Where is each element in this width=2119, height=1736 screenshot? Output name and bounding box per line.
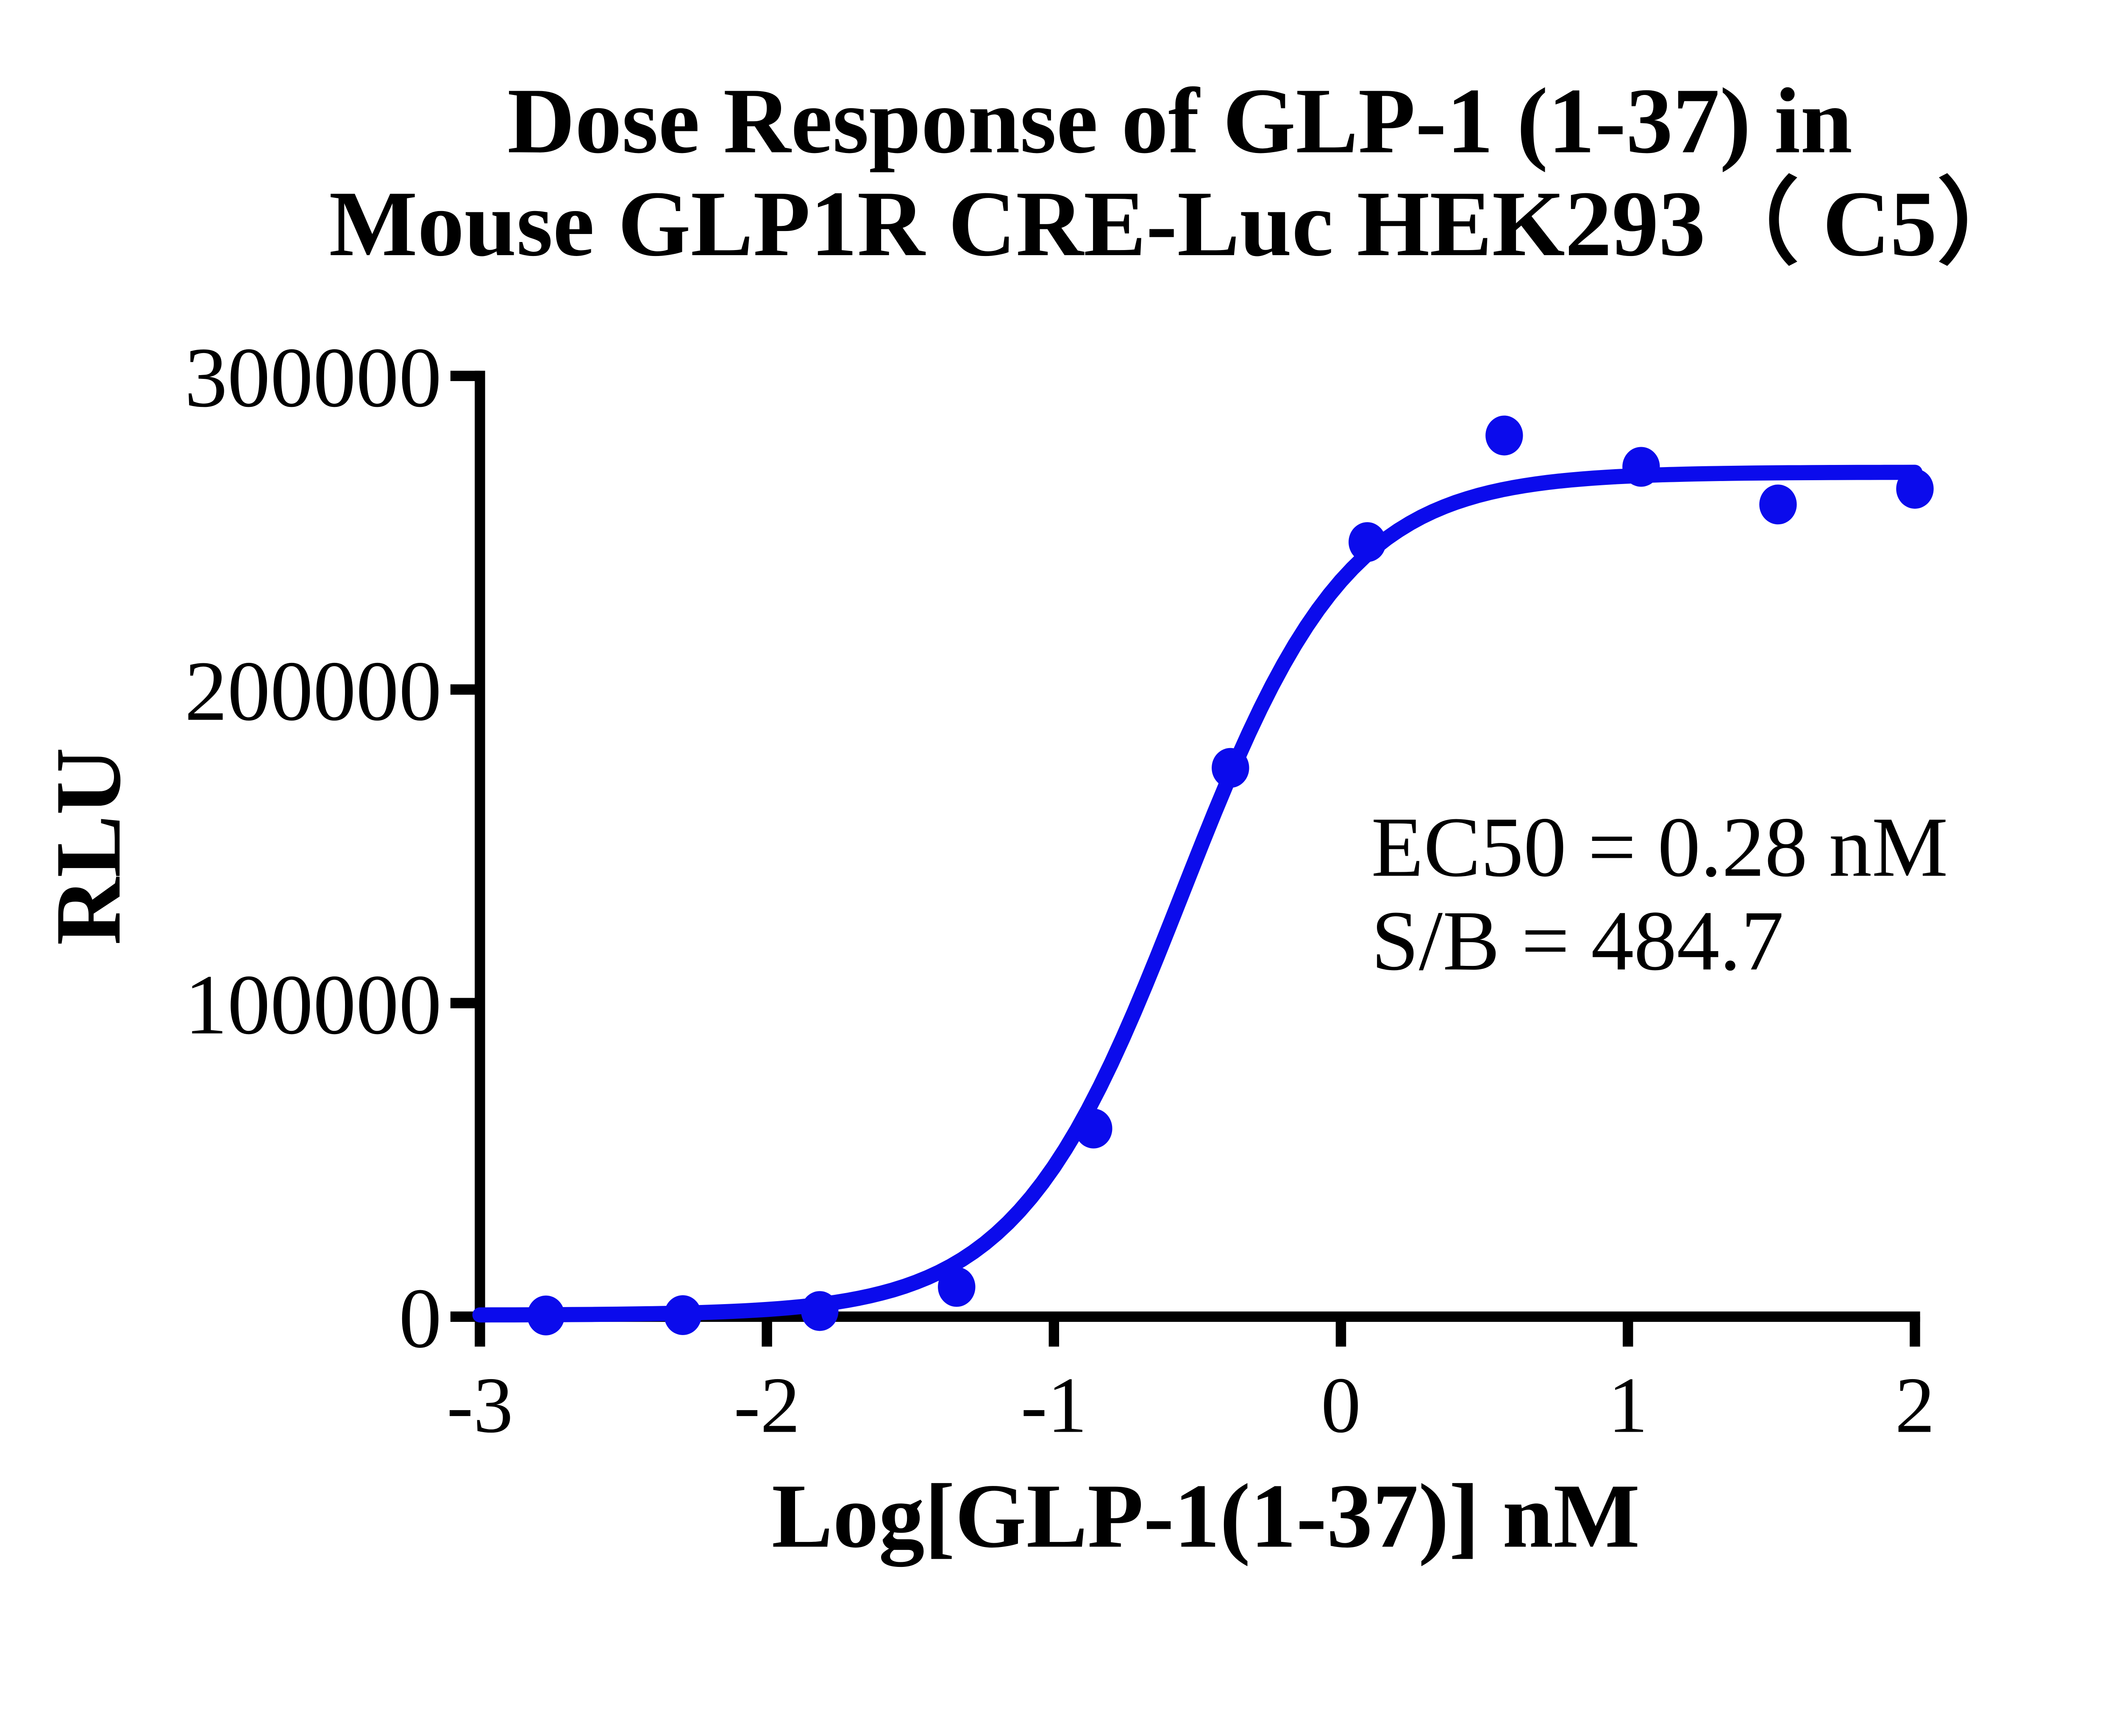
y-tick-labels: 0 100000 200000 300000 [185,330,442,1366]
x-tick-label: -2 [734,1360,800,1449]
x-tick-label: -1 [1021,1360,1087,1449]
x-axis-title: Log[GLP-1(1-37)] nM [772,1465,1640,1567]
annotation-ec50: EC50 = 0.28 nM [1371,799,1948,894]
x-tick-label: -3 [447,1360,513,1449]
y-tick-label: 100000 [185,957,442,1052]
data-point [1075,1108,1112,1149]
chart-title-line-2: Mouse GLP1R CRE-Luc HEK293（ C5） [329,172,2030,275]
data-point [527,1295,565,1335]
data-point [1759,484,1797,525]
y-tick-label: 300000 [185,330,442,425]
x-tick-label: 1 [1608,1360,1648,1449]
x-tick-labels: -3 -2 -1 0 1 2 [447,1360,1935,1449]
data-point [1212,748,1249,788]
data-point [1349,522,1386,562]
data-point [938,1267,976,1307]
fit-curve [472,465,1923,1323]
y-tick-label: 200000 [185,643,442,738]
y-tick-label: 0 [399,1271,442,1366]
dose-response-curve [472,465,1923,1323]
data-point [1896,469,1934,509]
data-point [1622,447,1660,487]
annotation-signal-background: S/B = 484.7 [1371,893,1784,988]
data-points [527,415,1934,1335]
x-tick-label: 2 [1895,1360,1935,1449]
dose-response-chart: Dose Response of GLP-1 (1-37) in Mouse G… [36,69,2031,1567]
chart-title-line-1: Dose Response of GLP-1 (1-37) in [507,69,1852,172]
y-axis-title: RLU [36,747,140,945]
dose-response-figure: Dose Response of GLP-1 (1-37) in Mouse G… [36,69,2031,1567]
x-tick-label: 0 [1321,1360,1361,1449]
data-point [801,1291,839,1331]
data-point [1485,415,1523,456]
data-point [664,1295,702,1335]
